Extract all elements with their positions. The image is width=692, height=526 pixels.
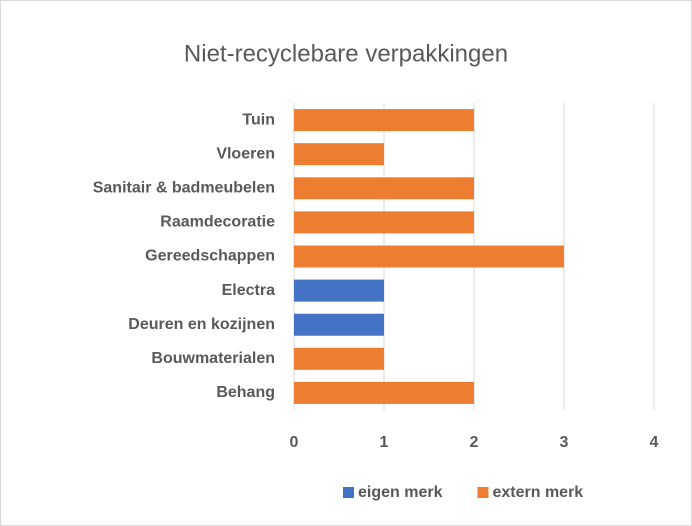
bar: [294, 381, 474, 404]
y-tick-label: Tuin: [242, 111, 275, 128]
bar: [294, 313, 384, 336]
y-tick-label: Deuren en kozijnen: [128, 316, 275, 333]
y-tick-label: Sanitair & badmeubelen: [93, 179, 275, 196]
bar: [294, 143, 384, 166]
legend-swatch: [343, 487, 354, 498]
y-tick-label: Bouwmaterialen: [151, 350, 275, 367]
bar: [294, 245, 564, 268]
bar: [294, 109, 474, 132]
bar: [294, 279, 384, 302]
x-tick-label: 2: [470, 434, 479, 451]
y-tick-label: Gereedschappen: [145, 248, 275, 265]
bar: [294, 177, 474, 200]
bar: [294, 211, 474, 234]
bar: [294, 347, 384, 370]
legend-label: extern merk: [492, 484, 583, 501]
y-tick-label: Vloeren: [216, 145, 275, 162]
x-tick-label: 3: [560, 434, 569, 451]
y-tick-label: Behang: [216, 384, 275, 401]
chart-title: Niet-recyclebare verpakkingen: [184, 40, 508, 67]
y-tick-label: Raamdecoratie: [160, 214, 275, 231]
x-tick-label: 4: [650, 434, 659, 451]
y-tick-label: Electra: [222, 282, 275, 299]
x-tick-label: 0: [290, 434, 299, 451]
x-tick-label: 1: [380, 434, 389, 451]
legend-label: eigen merk: [358, 484, 443, 501]
legend-swatch: [477, 487, 489, 498]
